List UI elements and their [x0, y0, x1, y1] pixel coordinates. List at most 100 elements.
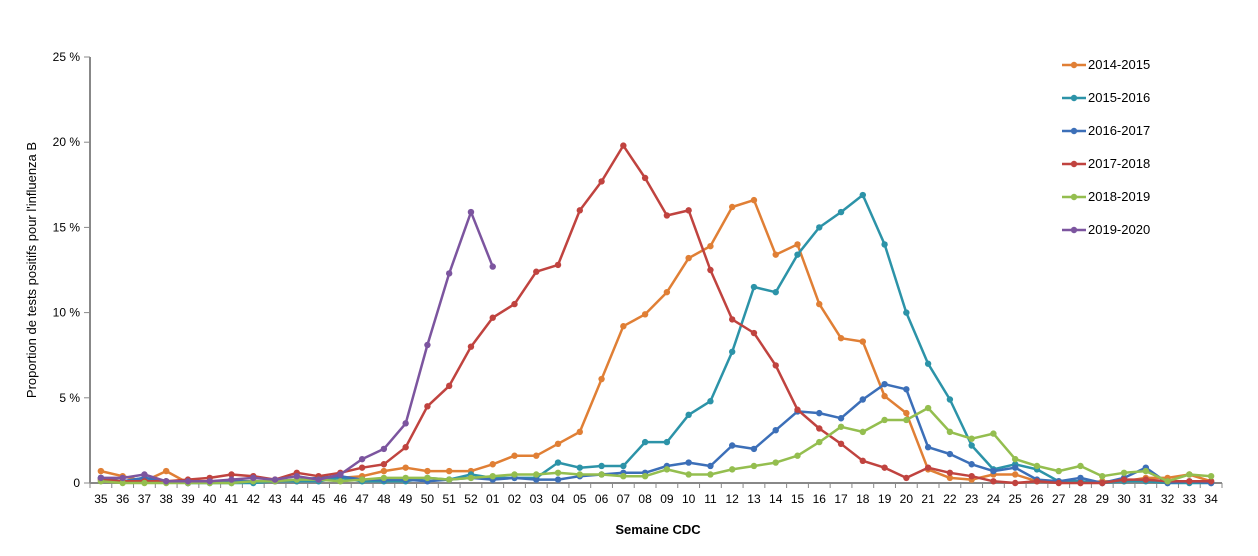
x-tick-label: 08	[638, 492, 652, 506]
data-point	[358, 455, 366, 463]
legend-label: 2015-2016	[1088, 90, 1150, 105]
data-point	[445, 270, 453, 277]
data-point	[1077, 479, 1084, 487]
x-tick-label: 25	[1009, 492, 1023, 506]
data-point	[750, 329, 758, 337]
data-point	[228, 476, 235, 483]
data-point	[554, 459, 562, 466]
data-point	[728, 203, 736, 211]
data-point	[903, 416, 910, 424]
data-point	[119, 479, 126, 487]
x-tick-label: 16	[813, 492, 827, 506]
data-point	[293, 472, 301, 480]
data-point	[445, 382, 453, 390]
data-point	[728, 466, 736, 473]
data-point	[816, 438, 823, 446]
data-point	[206, 478, 213, 485]
x-tick-label: 34	[1204, 492, 1218, 506]
data-point	[467, 208, 475, 216]
x-tick-label: 45	[312, 492, 326, 506]
x-tick-label: 27	[1052, 492, 1066, 506]
legend-item: 2015-2016	[1062, 90, 1150, 105]
data-point	[685, 459, 692, 466]
x-tick-label: 18	[856, 492, 870, 506]
data-point	[881, 416, 888, 424]
data-point	[380, 461, 388, 468]
data-point	[576, 207, 584, 214]
data-point	[816, 224, 823, 231]
data-point	[1077, 474, 1084, 482]
data-point	[837, 415, 845, 422]
data-point	[424, 474, 431, 482]
x-tick-label: 22	[943, 492, 957, 506]
data-point	[554, 440, 562, 448]
data-point	[837, 208, 845, 216]
x-tick-label: 36	[116, 492, 130, 506]
x-tick-label: 51	[443, 492, 457, 506]
x-tick-label: 05	[573, 492, 587, 506]
data-point	[445, 467, 453, 475]
data-point	[750, 196, 758, 204]
data-point	[663, 466, 671, 473]
data-point	[663, 288, 671, 296]
series-2016-2017	[97, 380, 1215, 487]
data-point	[489, 314, 496, 321]
x-tick-label: 03	[530, 492, 544, 506]
data-point	[772, 251, 779, 258]
legend-label: 2019-2020	[1088, 222, 1150, 237]
data-point	[358, 476, 366, 483]
data-point	[837, 334, 845, 342]
data-point	[162, 467, 170, 475]
data-point	[859, 191, 867, 199]
legend-item: 2018-2019	[1062, 189, 1150, 204]
data-point	[707, 266, 714, 274]
data-point	[576, 471, 584, 478]
data-point	[576, 428, 584, 436]
data-point	[816, 409, 823, 417]
legend-label: 2014-2015	[1088, 57, 1150, 72]
data-point	[946, 469, 954, 476]
data-point	[924, 444, 932, 451]
data-point	[380, 445, 388, 453]
data-point	[946, 474, 954, 482]
data-point	[794, 251, 801, 258]
y-tick-label: 15 %	[53, 220, 81, 234]
data-point	[903, 386, 910, 393]
data-point	[1120, 476, 1128, 483]
data-point	[511, 452, 518, 459]
data-point	[162, 478, 170, 485]
data-point	[271, 476, 279, 483]
data-point	[1011, 455, 1019, 463]
x-tick-label: 42	[247, 492, 261, 506]
series-line	[100, 210, 494, 483]
data-point	[1033, 478, 1041, 485]
data-point	[1055, 479, 1062, 487]
series-lines	[97, 142, 1215, 487]
legend-label: 2016-2017	[1088, 123, 1150, 138]
x-axis: 35 36 37 38 39 40 41 42 43 44 45 46 47 48 49 50 51 52 01 02…	[89, 482, 1223, 506]
x-tick-label: 31	[1139, 492, 1153, 506]
x-tick-label: 11	[704, 492, 717, 506]
data-point	[641, 472, 649, 480]
data-point	[1077, 462, 1084, 470]
data-point	[859, 428, 867, 436]
data-point	[184, 478, 192, 485]
data-point	[816, 425, 823, 432]
series-line	[100, 193, 1212, 485]
data-point	[881, 464, 888, 471]
data-point	[1011, 479, 1019, 487]
data-point	[859, 338, 867, 345]
data-point	[554, 469, 562, 476]
series-2019-2020	[97, 208, 496, 485]
data-point	[489, 263, 496, 270]
data-point	[337, 471, 344, 478]
series-line	[100, 406, 1212, 485]
x-tick-label: 40	[203, 492, 217, 506]
data-point	[750, 462, 758, 470]
x-tick-label: 48	[377, 492, 391, 506]
x-axis-title: Semaine CDC	[615, 522, 701, 537]
data-point	[685, 411, 692, 419]
x-tick-label: 24	[987, 492, 1001, 506]
data-point	[707, 242, 714, 250]
data-point	[402, 420, 409, 427]
